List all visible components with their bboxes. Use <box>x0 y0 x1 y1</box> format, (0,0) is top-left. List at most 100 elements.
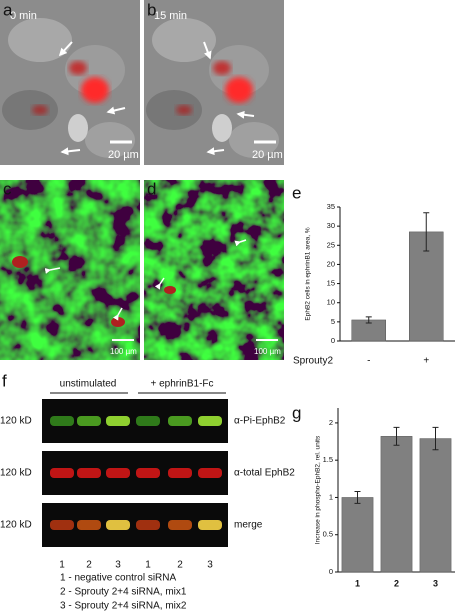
arrow <box>203 41 212 60</box>
lane-number: 3 <box>207 560 213 571</box>
cell <box>164 286 176 294</box>
time-label: 0 min <box>10 10 37 22</box>
y-tick-label: 30 <box>327 221 335 230</box>
row-label: merge <box>234 520 263 531</box>
legend-line: 3 - Sprouty 2+4 siRNA, mix2 <box>60 601 187 612</box>
blot-band <box>50 416 74 426</box>
micrograph <box>0 180 140 360</box>
y-tick-label: 1 <box>329 492 333 501</box>
y-tick-label: 10 <box>327 298 335 307</box>
bar <box>341 497 374 573</box>
panel-letter: f <box>2 371 7 390</box>
error-bar <box>432 426 439 451</box>
x-axis-label: Sprouty2 <box>293 356 333 367</box>
group-label: unstimulated <box>60 379 117 390</box>
y-tick-label: 0.5 <box>323 530 333 539</box>
lane-number: 2 <box>177 560 183 571</box>
y-tick-label: 25 <box>327 240 335 249</box>
group-label: + ephrinB1-Fc <box>150 379 213 390</box>
panel-letter: g <box>292 403 301 422</box>
lane-number: 3 <box>115 560 121 571</box>
x-tick-label: - <box>367 356 370 367</box>
error-bar <box>423 212 430 252</box>
cell <box>111 317 125 327</box>
panel-letter: c <box>3 179 12 198</box>
y-tick-label: 2 <box>329 418 333 427</box>
panel-d: 100 µm d <box>144 179 284 360</box>
blot-band <box>168 520 192 530</box>
arrow <box>44 267 61 274</box>
y-tick-label: 1.5 <box>323 455 333 464</box>
bar <box>380 436 413 573</box>
legend-line: 2 - Sprouty 2+4 siRNA, mix1 <box>60 587 187 598</box>
blot-band <box>106 416 130 426</box>
panel-c: 100 µm c <box>0 179 140 360</box>
micrograph <box>144 0 284 165</box>
arrow <box>234 239 247 247</box>
blot-band <box>106 520 130 530</box>
arrow <box>60 147 81 156</box>
panel-letter: a <box>3 0 13 19</box>
panel-letter: e <box>292 183 301 202</box>
blot-band <box>77 416 101 426</box>
scale-label: 100 µm <box>110 347 137 356</box>
x-tick-label: 2 <box>394 578 399 588</box>
y-tick-label: 15 <box>327 279 335 288</box>
y-tick-label: 0 <box>329 567 333 576</box>
legend-line: 1 - negative control siRNA <box>60 573 176 584</box>
blot-band <box>50 468 74 478</box>
blot-band <box>168 468 192 478</box>
arrow <box>106 106 126 115</box>
blot-band <box>198 520 222 530</box>
error-bar <box>365 316 372 324</box>
blot-panel: unstimulated + ephrinB1-Fc <box>50 379 226 394</box>
blot-band <box>198 468 222 478</box>
blot-band <box>136 468 160 478</box>
row-label: α-Pi-EphB2 <box>234 416 286 427</box>
y-axis-label: Increase in phospho-EphB2, rel. units <box>315 435 322 544</box>
time-label: 15 min <box>154 10 187 22</box>
scale-label: 20 µm <box>252 149 283 161</box>
blot-band <box>136 416 160 426</box>
micrograph <box>144 180 284 360</box>
lane-number: 1 <box>145 560 151 571</box>
x-tick-label: 3 <box>433 578 438 588</box>
panel-b: 15 min 20 µm b <box>144 0 284 165</box>
size-marker: 120 kD <box>0 416 32 427</box>
size-marker: 120 kD <box>0 468 32 479</box>
micrograph <box>0 0 140 165</box>
blot-band <box>77 468 101 478</box>
arrow <box>113 307 123 321</box>
lane-number: 1 <box>59 560 65 571</box>
cell <box>12 256 28 268</box>
arrow <box>236 110 255 119</box>
blot-band <box>168 416 192 426</box>
size-marker: 120 kD <box>0 520 32 531</box>
y-tick-label: 5 <box>331 317 335 326</box>
scale-label: 100 µm <box>254 347 281 356</box>
lane-number: 2 <box>86 560 92 571</box>
y-tick-label: 0 <box>331 336 335 345</box>
blot-band <box>50 520 74 530</box>
bar <box>419 438 452 573</box>
error-bar <box>354 490 361 504</box>
x-tick-label: + <box>423 356 429 367</box>
panel-letter: b <box>147 0 156 19</box>
blot-band <box>136 520 160 530</box>
blot-band <box>198 416 222 426</box>
arrow <box>154 277 165 290</box>
panel-letter: d <box>147 179 156 198</box>
blot-band <box>77 520 101 530</box>
y-tick-label: 20 <box>327 259 335 268</box>
x-tick-label: 1 <box>355 578 360 588</box>
y-tick-label: 35 <box>327 202 335 211</box>
error-bar <box>393 426 400 446</box>
panel-a: 0 min 20 µm a <box>0 0 140 165</box>
scale-label: 20 µm <box>108 149 139 161</box>
y-axis-label: EphB2 cells in ephrinB1 area, % <box>305 227 312 320</box>
blot-band <box>106 468 130 478</box>
row-label: α-total EphB2 <box>234 468 295 479</box>
arrow <box>206 147 225 156</box>
arrow <box>58 41 73 57</box>
